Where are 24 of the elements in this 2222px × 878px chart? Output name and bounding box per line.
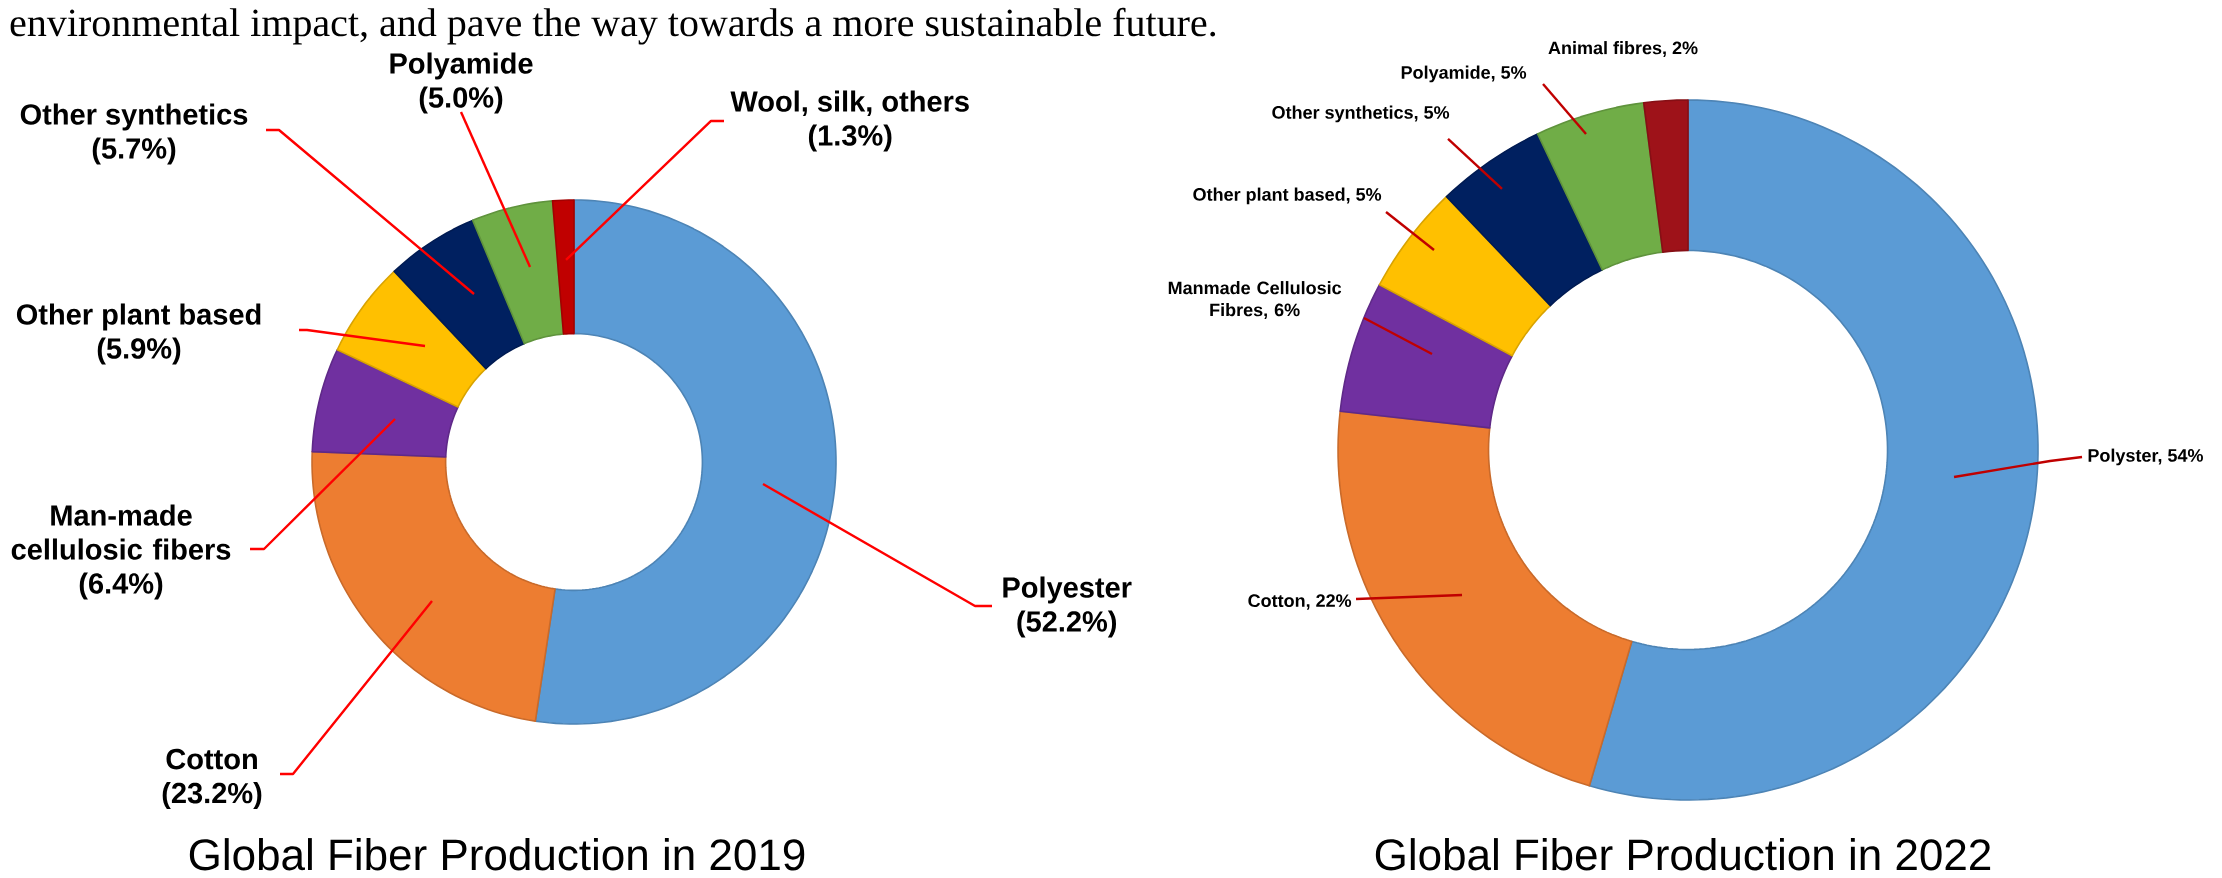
data-label: (5.7%) — [92, 137, 176, 165]
text: Global Fiber Production in 2022 — [1375, 838, 1991, 871]
data-label: (6.4%) — [79, 572, 163, 600]
slice-label: Polyester — [1003, 576, 1132, 604]
slice-label: Wool, silk, others — [730, 90, 969, 116]
slice-label: Other synthetics, 5% — [1272, 105, 1450, 123]
data-label: (5.9%) — [97, 337, 181, 365]
slice-label: Polyamide — [390, 52, 533, 80]
slice-label: Polyster, 54% — [2088, 448, 2203, 466]
text: Global Fiber Production in 2019 — [189, 838, 805, 871]
slice-label: Cotton, 22% — [1248, 594, 1352, 610]
data-label: (1.3%) — [808, 124, 892, 152]
slice-label: Other plant based — [16, 303, 261, 331]
slice-label: Other plant based, 5% — [1193, 187, 1382, 205]
slice-label: Other synthetics — [20, 103, 248, 131]
slice-label: Polyamide, 5% — [1401, 65, 1527, 83]
data-label: (52.2%) — [1017, 610, 1117, 638]
slice-label: Man-made cellulosic fibers — [11, 504, 231, 560]
slice-label: Animal fibres, 2% — [1548, 41, 1698, 57]
data-label: (23.2%) — [162, 782, 262, 810]
data-label: (5.0%) — [419, 86, 503, 114]
slice-label: Cotton — [166, 748, 257, 770]
slice-label: Manmade Cellulosic Fibres, 6% — [1168, 281, 1342, 319]
text: environmental impact, and pave the way towards a more sustainable future. — [10, 7, 1216, 45]
